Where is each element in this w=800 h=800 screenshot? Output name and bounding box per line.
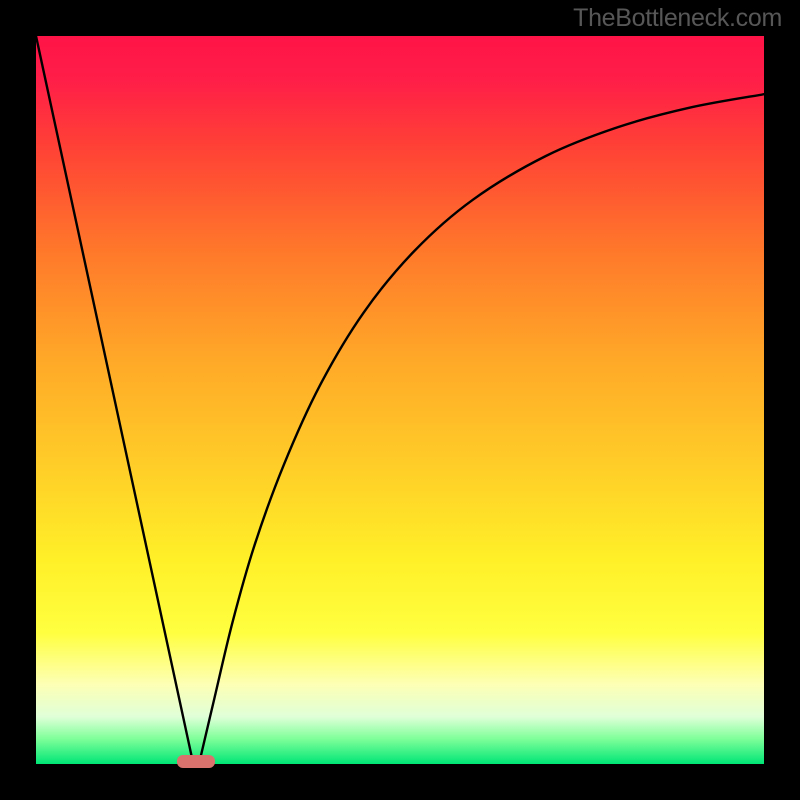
chart-plot-area [36,36,764,764]
chart-curve-layer [36,36,764,764]
chart-outer-frame: TheBottleneck.com [0,0,800,800]
bottleneck-curve [36,36,764,760]
optimal-region-marker [177,755,215,768]
watermark-text: TheBottleneck.com [573,4,782,33]
